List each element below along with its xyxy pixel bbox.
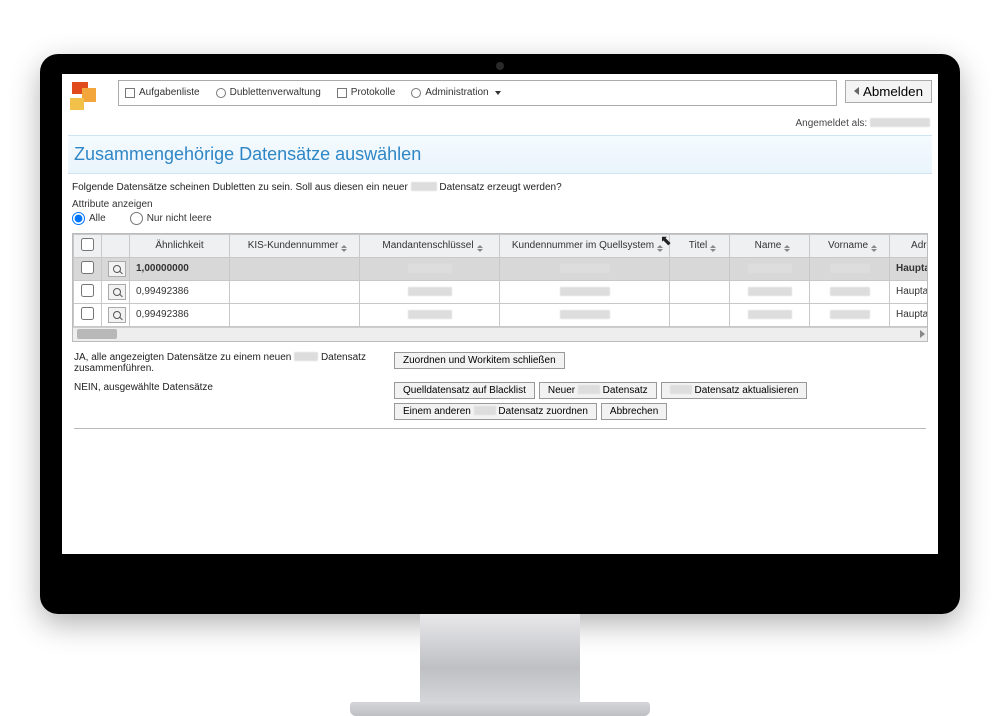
search-icon bbox=[113, 311, 121, 319]
cell-vorname bbox=[810, 303, 890, 326]
arrow-left-icon bbox=[854, 87, 859, 95]
radio-nonempty[interactable]: Nur nicht leere bbox=[130, 212, 212, 225]
table-row[interactable]: 0,99492386 Hauptadresse bbox=[74, 303, 929, 326]
row-checkbox[interactable] bbox=[81, 284, 94, 297]
nav-aufgabenliste[interactable]: Aufgabenliste bbox=[125, 87, 200, 98]
logged-in-row: Angemeldet als: bbox=[68, 114, 932, 133]
yes-label: JA, alle angezeigten Datensätze zu einem… bbox=[74, 352, 374, 374]
top-bar: Aufgabenliste Dublettenverwaltung Protok… bbox=[68, 80, 932, 114]
nav-label: Dublettenverwaltung bbox=[230, 87, 321, 98]
globe-icon bbox=[216, 88, 226, 98]
document-icon bbox=[337, 88, 347, 98]
cell-mandant bbox=[360, 257, 500, 280]
col-kundennr[interactable]: Kundennummer im Quellsystem bbox=[500, 234, 670, 257]
monitor-stand bbox=[420, 614, 580, 704]
nav-label: Aufgabenliste bbox=[139, 87, 200, 98]
search-icon bbox=[113, 265, 121, 273]
cell-kundennr bbox=[500, 257, 670, 280]
detail-button[interactable] bbox=[108, 307, 126, 323]
update-dataset-button[interactable]: Datensatz aktualisieren bbox=[661, 382, 808, 399]
attribute-filter: Attribute anzeigen Alle Nur nicht leere bbox=[68, 197, 932, 233]
horizontal-scrollbar[interactable] bbox=[73, 327, 927, 341]
cell-vorname bbox=[810, 257, 890, 280]
username-redacted bbox=[870, 118, 930, 127]
page-description: Folgende Datensätze scheinen Dubletten z… bbox=[68, 174, 932, 197]
cell-name bbox=[730, 257, 810, 280]
assign-other-button[interactable]: Einem anderen Datensatz zuordnen bbox=[394, 403, 597, 420]
cell-name bbox=[730, 280, 810, 303]
tasks-icon bbox=[125, 88, 135, 98]
nav-label: Administration bbox=[425, 87, 488, 98]
logged-in-label: Angemeldet als: bbox=[796, 118, 868, 129]
cell-vorname bbox=[810, 280, 890, 303]
assign-close-button[interactable]: Zuordnen und Workitem schließen bbox=[394, 352, 565, 369]
logout-button[interactable]: Abmelden bbox=[845, 80, 932, 103]
scrollbar-thumb[interactable] bbox=[77, 329, 117, 339]
nav-administration[interactable]: Administration bbox=[411, 87, 500, 98]
col-vorname[interactable]: Vorname bbox=[810, 234, 890, 257]
page-title-bar: Zusammengehörige Datensätze auswählen bbox=[68, 135, 932, 174]
cell-similarity: 0,99492386 bbox=[130, 280, 230, 303]
detail-button[interactable] bbox=[108, 261, 126, 277]
blacklist-button[interactable]: Quelldatensatz auf Blacklist bbox=[394, 382, 535, 399]
col-kis[interactable]: KIS-Kundennummer bbox=[230, 234, 360, 257]
detail-button[interactable] bbox=[108, 284, 126, 300]
col-similarity[interactable]: Ähnlichkeit bbox=[130, 234, 230, 257]
table-row[interactable]: 0,99492386 Hauptadresse bbox=[74, 280, 929, 303]
cell-adresszweck: Hauptadresse bbox=[890, 303, 929, 326]
cell-similarity: 0,99492386 bbox=[130, 303, 230, 326]
cell-similarity: 1,00000000 bbox=[130, 257, 230, 280]
col-titel[interactable]: Titel bbox=[670, 234, 730, 257]
cell-kis bbox=[230, 303, 360, 326]
no-label: NEIN, ausgewählte Datensätze bbox=[74, 382, 374, 393]
cell-kis bbox=[230, 280, 360, 303]
radio-nonempty-input[interactable] bbox=[130, 212, 143, 225]
cell-mandant bbox=[360, 280, 500, 303]
cancel-button[interactable]: Abbrechen bbox=[601, 403, 667, 420]
table-row[interactable]: 1,00000000 Hauptadresse bbox=[74, 257, 929, 280]
data-table: Ähnlichkeit KIS-Kundennummer Mandantensc… bbox=[73, 234, 928, 327]
row-checkbox[interactable] bbox=[81, 307, 94, 320]
col-select-all[interactable] bbox=[74, 234, 102, 257]
attribute-label: Attribute anzeigen bbox=[72, 199, 928, 210]
nav-protokolle[interactable]: Protokolle bbox=[337, 87, 395, 98]
cell-kundennr bbox=[500, 303, 670, 326]
chevron-down-icon bbox=[495, 91, 501, 95]
cell-titel bbox=[670, 280, 730, 303]
page-title: Zusammengehörige Datensätze auswählen bbox=[74, 144, 926, 165]
scroll-right-icon[interactable] bbox=[920, 330, 925, 338]
cursor-icon: ⬉ bbox=[660, 232, 672, 249]
radio-all[interactable]: Alle bbox=[72, 212, 106, 225]
col-mandant[interactable]: Mandantenschlüssel bbox=[360, 234, 500, 257]
logout-label: Abmelden bbox=[863, 84, 923, 99]
new-dataset-button[interactable]: Neuer Datensatz bbox=[539, 382, 657, 399]
data-table-container: Ähnlichkeit KIS-Kundennummer Mandantensc… bbox=[72, 233, 928, 342]
col-name[interactable]: Name bbox=[730, 234, 810, 257]
nav-label: Protokolle bbox=[351, 87, 395, 98]
cell-adresszweck: Hauptadresse bbox=[890, 257, 929, 280]
col-adresszweck[interactable]: Adresszweck bbox=[890, 234, 929, 257]
search-icon bbox=[113, 288, 121, 296]
cell-titel bbox=[670, 257, 730, 280]
row-checkbox[interactable] bbox=[81, 261, 94, 274]
cell-adresszweck: Hauptadresse bbox=[890, 280, 929, 303]
redacted bbox=[411, 182, 437, 191]
monitor-frame: Aufgabenliste Dublettenverwaltung Protok… bbox=[40, 54, 960, 614]
cell-kis bbox=[230, 257, 360, 280]
screen: Aufgabenliste Dublettenverwaltung Protok… bbox=[62, 74, 938, 554]
divider bbox=[74, 428, 926, 429]
cell-name bbox=[730, 303, 810, 326]
nav-dublettenverwaltung[interactable]: Dublettenverwaltung bbox=[216, 87, 321, 98]
actions-panel: JA, alle angezeigten Datensätze zu einem… bbox=[68, 342, 932, 441]
cell-mandant bbox=[360, 303, 500, 326]
gear-icon bbox=[411, 88, 421, 98]
main-nav: Aufgabenliste Dublettenverwaltung Protok… bbox=[118, 80, 837, 106]
cell-kundennr bbox=[500, 280, 670, 303]
radio-all-input[interactable] bbox=[72, 212, 85, 225]
cell-titel bbox=[670, 303, 730, 326]
app-logo bbox=[68, 80, 110, 114]
col-detail bbox=[102, 234, 130, 257]
